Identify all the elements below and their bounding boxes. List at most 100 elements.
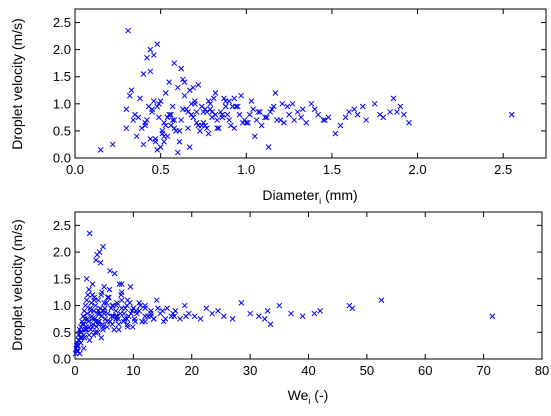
data-point	[127, 283, 134, 290]
data-point	[118, 281, 125, 288]
data-point	[81, 334, 88, 341]
data-point	[144, 117, 150, 123]
data-point	[86, 332, 92, 338]
data-point	[192, 98, 198, 104]
plot-frame	[74, 211, 543, 360]
x-axis-title-main: Diameter	[262, 187, 319, 203]
data-point	[311, 106, 318, 113]
data-point	[174, 149, 181, 156]
data-point	[86, 230, 93, 237]
data-point	[204, 109, 210, 115]
data-point	[92, 302, 99, 309]
data-point	[191, 313, 198, 320]
data-point	[177, 316, 183, 322]
data-point	[133, 133, 140, 140]
data-point	[76, 350, 83, 357]
data-point	[157, 144, 164, 151]
x-tick-label: 40	[301, 363, 315, 378]
data-point	[320, 117, 327, 123]
data-point	[98, 292, 105, 298]
x-tick-label: 0.5	[152, 162, 170, 177]
data-point	[123, 106, 130, 113]
data-point	[215, 308, 221, 314]
data-point	[262, 114, 268, 121]
data-point	[400, 111, 407, 118]
data-point	[181, 79, 188, 85]
data-point	[109, 141, 116, 148]
data-point	[247, 310, 253, 317]
data-point	[181, 92, 188, 99]
y-tick-label: 0.0	[53, 151, 71, 166]
data-point	[183, 313, 189, 320]
data-point	[169, 117, 176, 123]
data-point	[148, 313, 154, 320]
data-point	[209, 310, 216, 317]
data-point	[77, 334, 84, 341]
x-ticks: 0 10 20 30 40 50 60 70 80	[71, 212, 549, 378]
x-tick-label: 0	[71, 363, 78, 378]
data-point	[311, 310, 318, 317]
data-point	[265, 144, 272, 151]
y-ticks: 0.0 0.5 1.0 1.5 2.0 2.5	[53, 218, 542, 367]
x-tick-label: 80	[535, 363, 549, 378]
data-point	[116, 281, 123, 288]
data-point	[101, 300, 108, 306]
x-tick-label: 60	[418, 363, 432, 378]
data-point	[229, 316, 236, 322]
data-point	[394, 109, 400, 115]
data-point	[299, 106, 306, 113]
data-point	[387, 109, 393, 115]
y-tick-label: 1.5	[53, 271, 71, 286]
data-point	[145, 103, 152, 110]
data-point	[188, 111, 195, 118]
data-point	[80, 345, 87, 352]
data-point	[198, 103, 205, 110]
data-point	[159, 128, 166, 134]
x-axis-title: Wei (-)	[288, 387, 329, 406]
data-point	[150, 52, 157, 58]
y-tick-label: 2.0	[53, 42, 71, 57]
data-point	[185, 125, 191, 132]
data-point	[109, 321, 116, 328]
data-point	[359, 103, 366, 110]
data-point	[377, 111, 383, 118]
data-point	[315, 111, 322, 118]
data-point	[267, 109, 274, 115]
data-point	[256, 313, 262, 320]
data-point	[166, 111, 173, 118]
data-point	[142, 122, 149, 129]
data-point	[139, 318, 145, 325]
data-point	[214, 117, 221, 123]
data-point	[380, 114, 387, 121]
data-point	[135, 114, 142, 121]
y-axis-title: Droplet velocity (m/s)	[9, 219, 25, 350]
data-point	[154, 147, 161, 153]
plot-frame	[74, 8, 547, 159]
data-point	[104, 324, 110, 330]
data-point	[93, 324, 100, 330]
data-point	[378, 297, 385, 304]
data-point	[155, 305, 161, 312]
data-point	[121, 310, 127, 317]
data-point	[176, 128, 183, 134]
data-point	[231, 95, 238, 102]
data-point	[106, 286, 113, 293]
data-point	[130, 305, 137, 312]
data-point	[162, 122, 169, 129]
data-point	[149, 106, 155, 113]
data-point	[228, 122, 234, 129]
x-tick-label: 0.0	[66, 162, 84, 177]
data-point	[224, 111, 231, 118]
data-point	[93, 257, 99, 263]
data-point	[95, 318, 102, 325]
data-point	[250, 106, 256, 113]
data-point	[226, 117, 232, 123]
data-point	[186, 87, 193, 94]
data-point	[176, 138, 183, 145]
data-point	[195, 82, 202, 88]
data-point	[121, 316, 128, 322]
data-point	[294, 109, 301, 115]
data-point	[363, 117, 370, 123]
data-point	[97, 259, 104, 266]
